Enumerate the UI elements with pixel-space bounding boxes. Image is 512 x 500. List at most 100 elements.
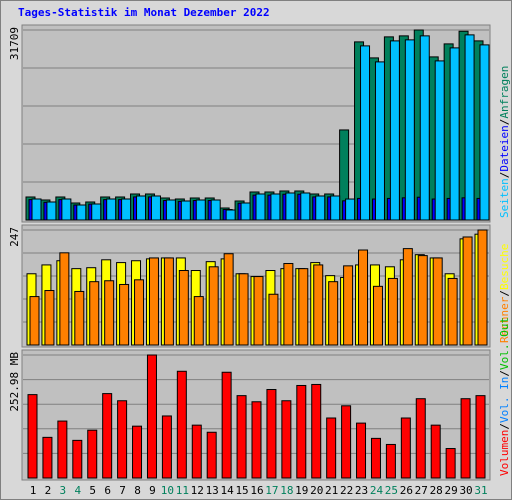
bar bbox=[134, 279, 145, 346]
bar bbox=[326, 417, 337, 479]
x-tick-label: 16 bbox=[250, 484, 263, 497]
bar bbox=[72, 439, 83, 479]
bar bbox=[266, 389, 277, 479]
bar bbox=[296, 384, 307, 479]
bar bbox=[29, 296, 40, 346]
bar bbox=[117, 400, 128, 479]
legend: Volumen/Vol. In/Vol. Out bbox=[498, 317, 511, 476]
x-tick-label: 22 bbox=[340, 484, 353, 497]
bar bbox=[31, 198, 42, 221]
bar bbox=[434, 60, 445, 221]
x-tick-label: 31 bbox=[474, 484, 487, 497]
y-tick-label: 31709 bbox=[8, 27, 21, 60]
bar bbox=[210, 199, 221, 221]
bar bbox=[119, 283, 130, 346]
bar bbox=[191, 424, 202, 479]
bar bbox=[419, 35, 430, 221]
x-tick-label: 18 bbox=[280, 484, 293, 497]
legend-entry: Vol. Out bbox=[498, 317, 511, 370]
x-tick-label: 12 bbox=[191, 484, 204, 497]
bar bbox=[343, 265, 354, 346]
legend-separator: / bbox=[498, 370, 511, 377]
bar bbox=[150, 195, 161, 221]
x-tick-label: 14 bbox=[221, 484, 235, 497]
bar bbox=[404, 39, 415, 221]
bar bbox=[59, 252, 70, 346]
bar bbox=[270, 193, 281, 221]
legend-entry: Besuche bbox=[498, 244, 511, 290]
bar bbox=[432, 257, 443, 346]
y-tick-label: 252.98 MB bbox=[8, 352, 21, 412]
bar bbox=[61, 198, 72, 221]
legend-separator: / bbox=[498, 172, 511, 179]
legend-entry: Vol. In bbox=[498, 377, 511, 423]
bar bbox=[268, 293, 279, 346]
bar bbox=[415, 398, 426, 479]
bar bbox=[345, 198, 356, 221]
x-tick-label: 25 bbox=[385, 484, 398, 497]
bar bbox=[240, 202, 251, 221]
bar bbox=[76, 204, 87, 221]
x-tick-label: 13 bbox=[206, 484, 219, 497]
bar bbox=[370, 437, 381, 479]
x-tick-label: 8 bbox=[134, 484, 141, 497]
bar bbox=[281, 400, 292, 479]
bar bbox=[372, 285, 383, 346]
x-tick-label: 23 bbox=[355, 484, 368, 497]
bar bbox=[206, 431, 217, 479]
x-tick-label: 19 bbox=[295, 484, 308, 497]
bar bbox=[91, 203, 102, 221]
legend-entry: Volumen bbox=[498, 430, 511, 476]
bar bbox=[341, 405, 352, 479]
x-tick-label: 3 bbox=[60, 484, 67, 497]
x-tick-label: 11 bbox=[176, 484, 189, 497]
bar bbox=[208, 266, 219, 346]
bar bbox=[136, 195, 147, 221]
legend-separator: / bbox=[498, 119, 511, 126]
bar bbox=[132, 425, 143, 479]
bar bbox=[195, 199, 206, 221]
legend-separator: / bbox=[498, 423, 511, 430]
bar bbox=[146, 354, 157, 479]
bar bbox=[447, 277, 458, 346]
bar bbox=[477, 229, 488, 346]
bar bbox=[225, 209, 236, 221]
x-tick-label: 30 bbox=[459, 484, 472, 497]
bar bbox=[46, 201, 57, 221]
bar bbox=[106, 198, 117, 221]
bar bbox=[313, 264, 324, 346]
bar bbox=[102, 393, 113, 479]
bar bbox=[464, 34, 475, 221]
bar bbox=[238, 273, 249, 346]
bar bbox=[87, 429, 98, 479]
bar bbox=[44, 290, 55, 346]
x-tick-label: 28 bbox=[430, 484, 443, 497]
bar bbox=[178, 270, 189, 346]
legend: Seiten/Dateien/Anfragen bbox=[498, 66, 511, 218]
bar bbox=[251, 401, 262, 479]
x-tick-label: 21 bbox=[325, 484, 338, 497]
bar bbox=[402, 248, 413, 346]
bar bbox=[223, 253, 234, 346]
bar bbox=[449, 47, 460, 221]
bar bbox=[311, 383, 322, 479]
x-tick-label: 1 bbox=[30, 484, 37, 497]
legend: Rechner/Besuche bbox=[498, 244, 511, 343]
bar bbox=[165, 199, 176, 221]
legend-entry: Dateien bbox=[498, 125, 511, 171]
bar bbox=[374, 61, 385, 221]
bar bbox=[389, 40, 400, 221]
x-tick-label: 6 bbox=[104, 484, 111, 497]
x-tick-label: 24 bbox=[370, 484, 384, 497]
bar bbox=[148, 257, 159, 346]
bar bbox=[283, 263, 294, 346]
bar bbox=[460, 398, 471, 479]
x-tick-label: 10 bbox=[161, 484, 174, 497]
legend-entry: Anfragen bbox=[498, 66, 511, 119]
bar bbox=[298, 268, 309, 346]
bar bbox=[445, 448, 456, 479]
bar bbox=[180, 200, 191, 221]
x-tick-label: 4 bbox=[74, 484, 81, 497]
bar bbox=[479, 44, 490, 221]
